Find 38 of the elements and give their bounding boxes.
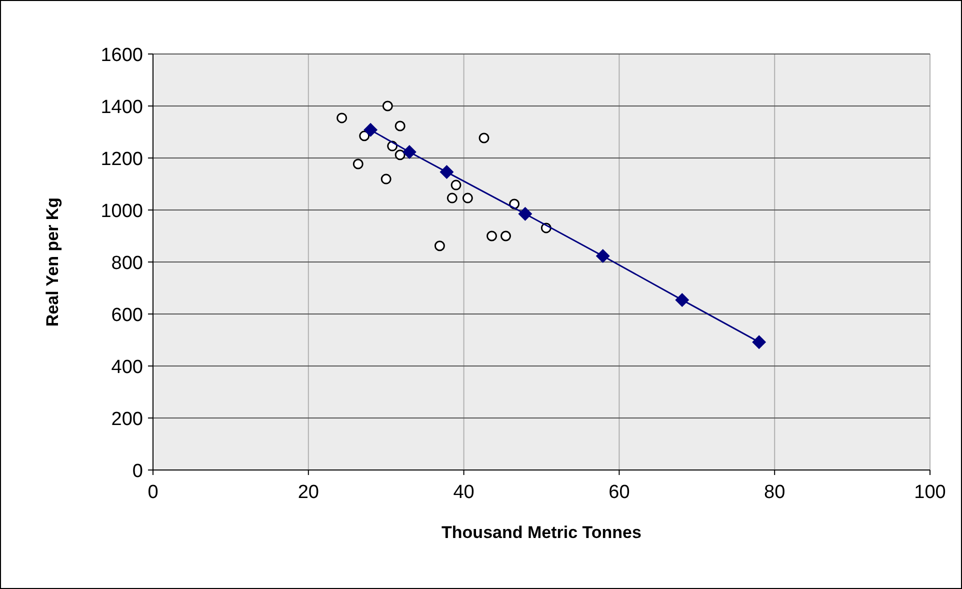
point	[440, 165, 454, 180]
point	[382, 100, 393, 112]
point	[359, 130, 370, 142]
y-tick-label: 800	[111, 253, 143, 274]
point	[380, 174, 392, 184]
x-tick-label: 40	[453, 482, 474, 503]
point	[394, 150, 406, 160]
point	[394, 120, 406, 132]
y-tick-label: 0	[132, 461, 143, 482]
point	[486, 230, 498, 242]
x-tick-label: 20	[298, 482, 319, 503]
x-tick-label: 0	[148, 482, 158, 503]
y-tick-label: 200	[111, 409, 143, 430]
y-tick-label: 1200	[100, 149, 143, 170]
y-tick-label: 600	[111, 305, 143, 326]
point	[446, 192, 458, 204]
point	[450, 180, 462, 190]
point	[336, 112, 348, 124]
point	[518, 206, 532, 221]
point	[675, 292, 690, 307]
y-tick-label: 1400	[100, 97, 143, 118]
x-tick-label: 100	[914, 482, 946, 503]
point	[352, 158, 364, 170]
x-tick-label: 80	[764, 482, 786, 503]
point	[434, 240, 445, 252]
y-tick-label: 1000	[100, 201, 143, 222]
point	[596, 249, 610, 264]
point	[478, 132, 490, 144]
point	[500, 230, 512, 242]
x-axis-title: Thousand Metric Tonnes	[442, 523, 642, 542]
y-tick-label: 400	[111, 357, 143, 378]
y-tick-label: 1600	[100, 45, 143, 66]
point	[364, 122, 378, 137]
point	[402, 145, 416, 160]
point	[752, 335, 766, 350]
y-axis-title: Real Yen per Kg	[43, 197, 62, 327]
point	[462, 192, 473, 204]
x-tick-label: 60	[608, 482, 630, 503]
